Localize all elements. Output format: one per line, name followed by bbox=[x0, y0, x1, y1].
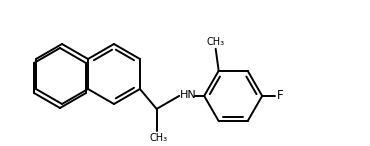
Text: CH₃: CH₃ bbox=[149, 133, 168, 143]
Text: F: F bbox=[277, 89, 284, 102]
Text: CH₃: CH₃ bbox=[206, 37, 225, 47]
Text: HN: HN bbox=[180, 90, 197, 100]
